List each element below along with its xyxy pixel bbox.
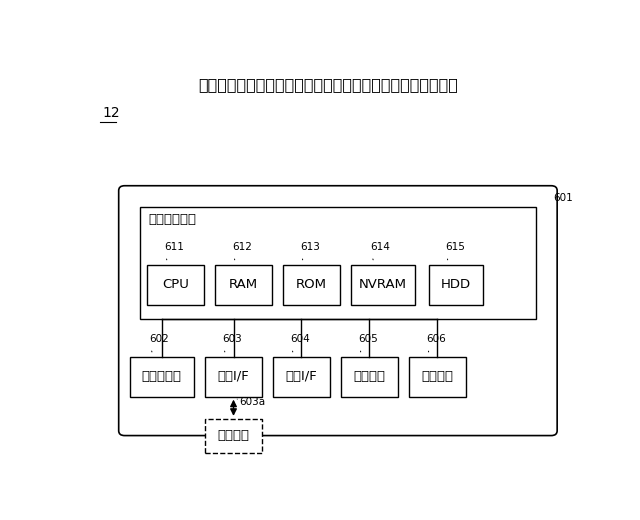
Text: 612: 612: [232, 242, 252, 252]
FancyBboxPatch shape: [341, 357, 398, 397]
Text: 通信I/F: 通信I/F: [285, 370, 317, 383]
FancyBboxPatch shape: [140, 206, 536, 319]
Text: プリンタ: プリンタ: [353, 370, 385, 383]
Text: CPU: CPU: [162, 278, 189, 291]
Text: 603: 603: [222, 334, 242, 344]
Text: HDD: HDD: [441, 278, 471, 291]
FancyBboxPatch shape: [129, 357, 194, 397]
Text: 603a: 603a: [239, 397, 266, 407]
Text: 外部I/F: 外部I/F: [218, 370, 250, 383]
Text: NVRAM: NVRAM: [359, 278, 407, 291]
FancyBboxPatch shape: [147, 265, 204, 305]
Text: コントローラ: コントローラ: [148, 213, 196, 226]
Text: 記録媒体: 記録媒体: [218, 430, 250, 443]
FancyBboxPatch shape: [215, 265, 272, 305]
FancyBboxPatch shape: [429, 265, 483, 305]
FancyBboxPatch shape: [351, 265, 415, 305]
Text: 604: 604: [290, 334, 310, 344]
FancyBboxPatch shape: [409, 357, 466, 397]
FancyBboxPatch shape: [205, 357, 262, 397]
Text: スキャナ: スキャナ: [421, 370, 453, 383]
Text: 615: 615: [445, 242, 465, 252]
Text: 605: 605: [358, 334, 378, 344]
Text: RAM: RAM: [229, 278, 258, 291]
FancyBboxPatch shape: [118, 186, 557, 436]
Text: 602: 602: [149, 334, 169, 344]
Text: 601: 601: [554, 192, 573, 202]
Text: 本実施形態に係る画像形成装置の一例のハードウェア構成図: 本実施形態に係る画像形成装置の一例のハードウェア構成図: [198, 77, 458, 92]
FancyBboxPatch shape: [273, 357, 330, 397]
Text: 613: 613: [300, 242, 320, 252]
Text: ROM: ROM: [296, 278, 327, 291]
Text: 611: 611: [164, 242, 184, 252]
Text: 606: 606: [426, 334, 445, 344]
Text: 614: 614: [370, 242, 390, 252]
FancyBboxPatch shape: [205, 419, 262, 453]
FancyBboxPatch shape: [283, 265, 340, 305]
Text: 12: 12: [102, 107, 120, 121]
Text: 操作パネル: 操作パネル: [142, 370, 182, 383]
